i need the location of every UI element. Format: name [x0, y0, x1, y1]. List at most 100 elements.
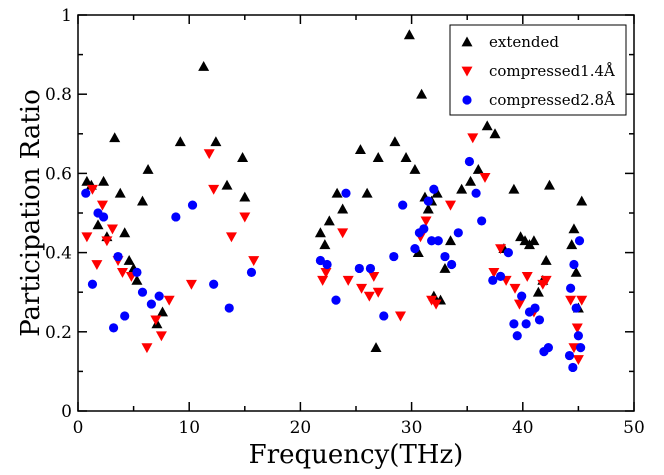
data-point-circle	[98, 212, 109, 222]
data-point-triangle-up	[98, 175, 110, 186]
data-point-triangle-down	[185, 279, 197, 290]
data-point-triangle-up	[489, 128, 501, 139]
data-point-triangle-down	[572, 355, 584, 366]
data-point-circle	[365, 263, 376, 274]
data-point-circle	[453, 228, 463, 238]
data-point-circle	[137, 287, 148, 297]
data-point-circle	[209, 279, 219, 289]
data-point-triangle-up	[210, 136, 222, 147]
data-point-triangle-up	[123, 255, 135, 265]
data-point-triangle-down	[337, 228, 349, 239]
legend-marker-circle	[462, 95, 472, 105]
data-point-circle	[488, 275, 498, 285]
data-point-triangle-down	[571, 323, 583, 334]
legend-label: compressed1.4Å	[489, 62, 615, 80]
data-point-circle	[440, 251, 450, 262]
data-point-triangle-down	[225, 232, 237, 243]
legend-box	[449, 24, 627, 116]
data-point-circle	[341, 188, 351, 198]
x-tick-label: 30	[401, 418, 423, 438]
data-point-circle	[81, 188, 91, 198]
data-point-triangle-down	[356, 283, 368, 294]
data-point-circle	[568, 362, 578, 373]
data-point-triangle-down	[495, 244, 507, 255]
data-point-circle	[564, 350, 575, 361]
data-point-circle	[322, 259, 332, 270]
data-point-triangle-down	[420, 216, 432, 227]
data-point-triangle-up	[416, 88, 428, 99]
data-point-circle	[495, 271, 506, 281]
data-point-circle	[389, 251, 399, 262]
legend-marker-triangle-down	[461, 66, 473, 77]
data-point-triangle-up	[372, 152, 384, 162]
y-tick-label: 0.4	[45, 244, 72, 264]
y-tick-label: 1	[61, 6, 72, 26]
data-point-circle	[574, 236, 585, 246]
data-point-triangle-up	[389, 136, 401, 147]
data-point-triangle-up	[412, 247, 424, 257]
data-point-triangle-down	[91, 260, 103, 270]
data-point-triangle-up	[431, 187, 443, 198]
data-point-triangle-up	[456, 183, 468, 194]
data-point-triangle-down	[141, 343, 153, 354]
data-point-circle	[224, 303, 234, 313]
data-point-triangle-up	[568, 223, 580, 234]
data-point-circle	[410, 244, 420, 254]
data-point-triangle-up	[114, 187, 126, 198]
data-point-triangle-up	[422, 203, 434, 214]
data-point-triangle-up	[508, 183, 520, 194]
data-point-circle	[108, 323, 119, 333]
data-point-triangle-up	[532, 286, 544, 297]
data-point-triangle-up	[337, 203, 349, 214]
data-point-triangle-down	[540, 275, 552, 286]
data-point-triangle-down	[320, 268, 332, 278]
data-point-triangle-up	[400, 152, 412, 162]
data-point-circle	[477, 216, 487, 226]
data-point-circle	[571, 303, 581, 313]
data-point-triangle-up	[361, 187, 373, 198]
data-point-triangle-up	[528, 235, 540, 246]
data-point-circle	[576, 343, 586, 353]
data-point-triangle-down	[101, 236, 113, 247]
data-point-triangle-down	[576, 295, 588, 306]
data-point-circle	[534, 315, 545, 325]
data-point-triangle-up	[142, 163, 154, 174]
data-point-triangle-down	[106, 224, 118, 235]
data-point-circle	[331, 295, 341, 305]
axes: 0 10 20 30 40 50 0 0.2 0.4 0.6 0.8 1	[45, 6, 645, 438]
data-point-triangle-up	[409, 163, 421, 174]
data-point-triangle-down	[488, 268, 500, 278]
data-point-circle	[419, 224, 429, 234]
data-point-circle	[354, 263, 364, 274]
data-point-triangle-down	[430, 299, 442, 310]
data-point-circle	[569, 259, 579, 270]
data-point-circle	[447, 259, 457, 270]
data-point-triangle-down	[479, 172, 491, 183]
data-point-circle	[530, 303, 540, 313]
plot-area	[81, 29, 588, 373]
data-point-circle	[246, 267, 257, 277]
y-tick-label: 0.6	[45, 164, 72, 184]
data-point-triangle-down	[208, 184, 220, 195]
data-point-triangle-up	[543, 179, 555, 190]
data-point-circle	[509, 319, 519, 329]
x-tick-label: 20	[290, 418, 312, 438]
legend-label: compressed2.8Å	[489, 91, 615, 109]
data-point-triangle-down	[163, 295, 175, 306]
data-point-triangle-down	[342, 275, 354, 286]
data-point-triangle-down	[509, 283, 521, 294]
data-point-circle	[113, 251, 123, 262]
data-point-triangle-down	[521, 271, 533, 282]
data-point-triangle-down	[155, 331, 167, 342]
y-axis-title: Participation Ratio	[16, 89, 46, 337]
data-point-circle	[543, 343, 553, 353]
data-point-triangle-up	[370, 342, 382, 353]
data-point-triangle-up	[481, 120, 493, 131]
data-point-triangle-up	[319, 239, 331, 250]
data-point-triangle-down	[203, 149, 215, 160]
data-point-circle	[566, 283, 576, 293]
data-point-triangle-down	[239, 212, 251, 223]
data-point-triangle-down	[81, 232, 93, 243]
data-point-triangle-down	[513, 299, 525, 310]
data-point-triangle-down	[96, 200, 108, 211]
